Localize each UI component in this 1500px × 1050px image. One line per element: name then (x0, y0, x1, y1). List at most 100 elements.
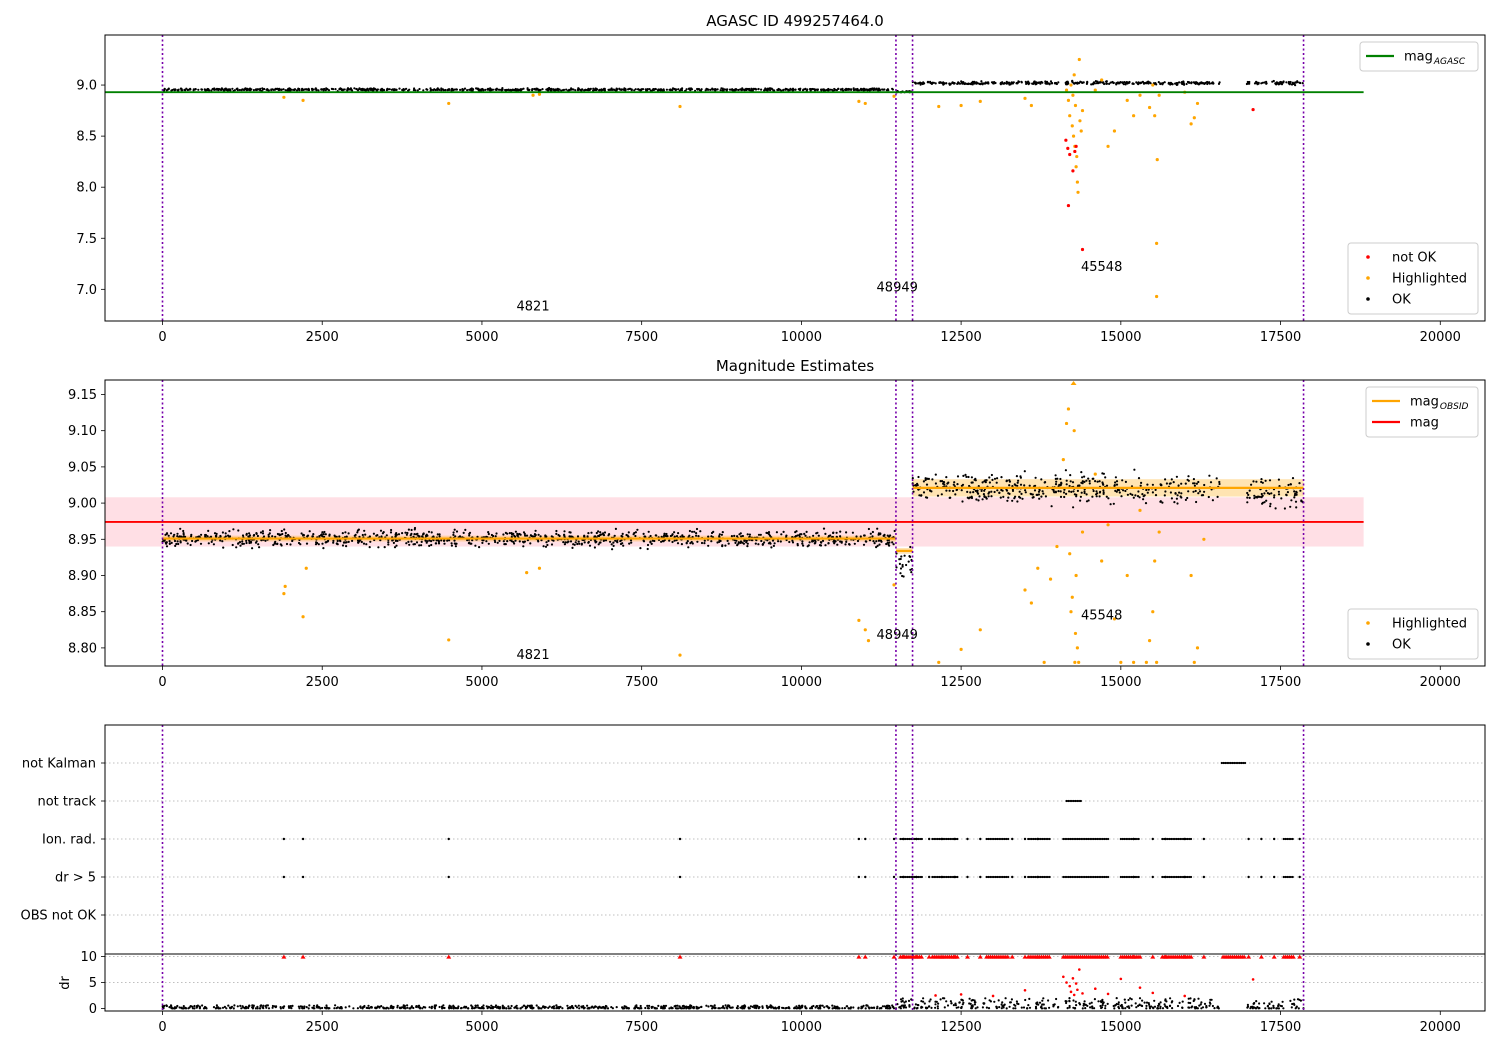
ok-point (978, 495, 981, 498)
ok-point (1265, 489, 1268, 492)
ok-point (1004, 997, 1007, 1000)
ok-point (599, 533, 602, 537)
ok-point (1190, 81, 1193, 84)
ok-point (489, 1007, 492, 1010)
ok-point (737, 88, 740, 92)
ok-point (714, 1006, 717, 1010)
ok-point (558, 88, 561, 91)
ok-point (1101, 81, 1104, 84)
flag-point (1062, 875, 1065, 879)
not-ok-point (1071, 169, 1075, 173)
ok-point (568, 88, 571, 91)
ok-point (1076, 81, 1079, 84)
ok-point (474, 1004, 477, 1007)
ok-point (461, 88, 464, 91)
not-ok-point (1074, 144, 1078, 148)
flag-point (994, 875, 997, 879)
legend-label: Highlighted (1392, 272, 1467, 287)
ok-point (200, 533, 203, 536)
ok-point (1019, 496, 1022, 499)
ok-point (590, 531, 593, 534)
highlighted-point (1074, 165, 1078, 169)
ok-point (405, 87, 408, 90)
ok-point (1176, 1004, 1180, 1008)
ok-point (809, 87, 812, 91)
highlighted-points (282, 57, 1200, 299)
ok-point (936, 1005, 939, 1008)
x-tick-label: 12500 (940, 330, 981, 345)
ok-point (889, 534, 892, 537)
ok-point (976, 491, 979, 494)
ok-point (1020, 1006, 1023, 1009)
ok-point (382, 88, 385, 91)
ok-point (791, 541, 795, 544)
ok-point (644, 535, 647, 538)
ok-point (972, 491, 975, 494)
ok-point (221, 1006, 225, 1009)
flag-point (915, 875, 918, 879)
ok-point (1065, 479, 1068, 482)
ok-point (1019, 483, 1023, 486)
ok-point (1014, 1007, 1017, 1010)
ok-point (1245, 82, 1248, 86)
highlighted-point (1064, 88, 1069, 92)
ok-point (748, 87, 751, 91)
ok-point (452, 533, 455, 537)
ok-point (892, 543, 895, 546)
ok-point (709, 1004, 713, 1007)
ok-point (709, 88, 712, 91)
flag-point (1173, 875, 1176, 879)
ok-point (675, 88, 678, 91)
ok-point (982, 493, 986, 496)
ok-point (325, 87, 328, 90)
ok-point (622, 544, 625, 547)
ok-point (986, 81, 989, 84)
ok-point (939, 480, 942, 483)
ok-point (621, 542, 624, 545)
not-ok-point (1080, 247, 1085, 252)
ok-point (1180, 482, 1183, 485)
ok-point (871, 1006, 874, 1010)
x-tick-label: 2500 (306, 675, 339, 690)
ok-point (552, 88, 555, 91)
large-dr-points (934, 968, 1255, 998)
ok-point (934, 1003, 937, 1006)
ok-point (1153, 1005, 1157, 1008)
ok-point (1149, 82, 1152, 85)
ok-point (1256, 83, 1259, 86)
ok-point (899, 557, 902, 561)
ok-point (819, 1007, 822, 1010)
ok-point (394, 539, 397, 543)
flag-point (1126, 837, 1130, 841)
ok-point (204, 535, 207, 538)
ok-point (1261, 495, 1264, 498)
ok-point (577, 540, 580, 543)
ok-point (1281, 1000, 1284, 1003)
flag-category-label: dr > 5 (55, 871, 96, 886)
ok-point (442, 89, 445, 92)
ok-point (260, 1004, 263, 1007)
ok-point (1043, 481, 1046, 484)
ok-point (872, 1006, 876, 1009)
ok-point (1199, 81, 1202, 84)
flag-point (1071, 837, 1074, 841)
ok-point (535, 1004, 538, 1007)
ok-point (984, 997, 987, 1000)
flag-point (1098, 875, 1101, 879)
ok-point (815, 1005, 818, 1008)
ok-point (920, 1006, 923, 1009)
ok-point (406, 1006, 409, 1009)
highlighted-point (1076, 190, 1080, 194)
highlighted-point (1112, 617, 1117, 621)
ok-point (1277, 1003, 1280, 1006)
ok-point (1170, 478, 1173, 481)
ok-point (388, 88, 391, 91)
ok-point (489, 89, 492, 92)
ok-point (258, 546, 261, 549)
ok-point (301, 1007, 304, 1010)
ok-point (272, 88, 275, 91)
ok-point (563, 530, 566, 533)
ok-point (606, 1007, 610, 1010)
flag-point (911, 875, 915, 879)
